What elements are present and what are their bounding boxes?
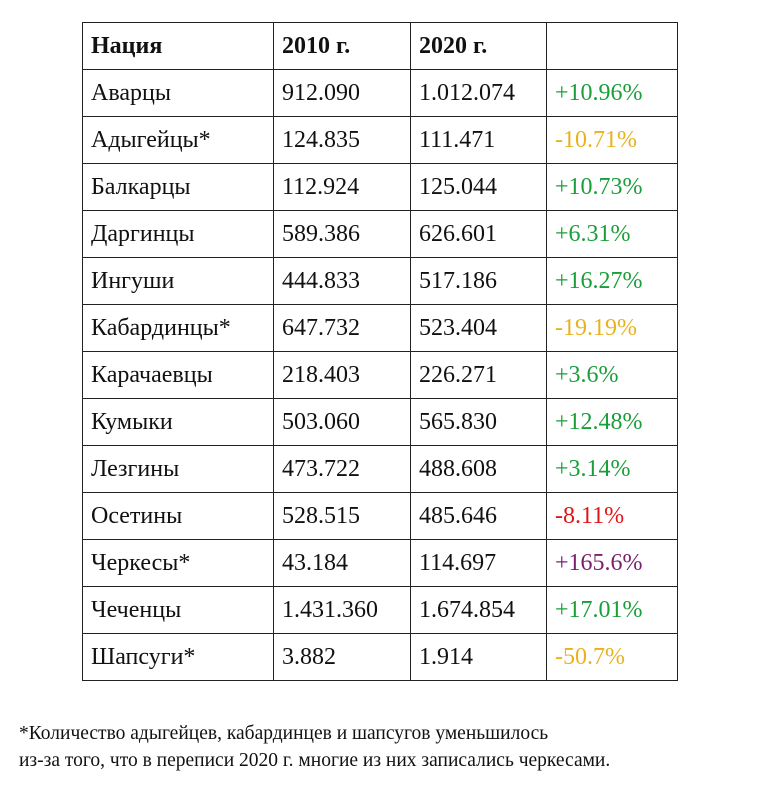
table-row: Карачаевцы 218.403 226.271 +3.6% <box>82 351 678 399</box>
table-cell: Кумыки <box>82 398 274 446</box>
change-cell: +165.6% <box>546 539 678 587</box>
table-cell: 517.186 <box>410 257 547 305</box>
population-table: Нация 2010 г. 2020 г. Аварцы 912.090 1.012.0… <box>82 22 678 681</box>
table-row: Адыгейцы* 124.835 111.471 -10.71% <box>82 116 678 164</box>
change-cell: +10.73% <box>546 163 678 211</box>
table-cell: 485.646 <box>410 492 547 540</box>
change-cell: +3.14% <box>546 445 678 493</box>
table-cell: Адыгейцы* <box>82 116 274 164</box>
table-cell: 488.608 <box>410 445 547 493</box>
table-cell: 124.835 <box>273 116 411 164</box>
table-cell: 912.090 <box>273 69 411 117</box>
table-cell: Карачаевцы <box>82 351 274 399</box>
table-cell: 1.914 <box>410 633 547 681</box>
change-cell: +16.27% <box>546 257 678 305</box>
table-cell: 114.697 <box>410 539 547 587</box>
table-cell: 1.674.854 <box>410 586 547 634</box>
table-row: Осетины 528.515 485.646 -8.11% <box>82 492 678 540</box>
table-cell: 112.924 <box>273 163 411 211</box>
table-cell: 444.833 <box>273 257 411 305</box>
table-row: Шапсуги* 3.882 1.914 -50.7% <box>82 633 678 681</box>
change-cell: -19.19% <box>546 304 678 352</box>
footnote-line: *Количество адыгейцев, кабардинцев и шап… <box>19 723 549 744</box>
header-cell: 2020 г. <box>410 22 547 70</box>
table-cell: Даргинцы <box>82 210 274 258</box>
table-cell: Балкарцы <box>82 163 274 211</box>
table-cell: Шапсуги* <box>82 633 274 681</box>
footnote-line: из-за того, что в переписи 2020 г. многи… <box>19 750 611 771</box>
table-cell: Лезгины <box>82 445 274 493</box>
table-cell: 647.732 <box>273 304 411 352</box>
table-cell: 589.386 <box>273 210 411 258</box>
table-row: Даргинцы 589.386 626.601 +6.31% <box>82 210 678 258</box>
header-cell: 2010 г. <box>273 22 411 70</box>
change-cell: -50.7% <box>546 633 678 681</box>
table-cell: Ингуши <box>82 257 274 305</box>
table-cell: 1.431.360 <box>273 586 411 634</box>
table-cell: 626.601 <box>410 210 547 258</box>
table-cell: Черкесы* <box>82 539 274 587</box>
table-row: Черкесы* 43.184 114.697 +165.6% <box>82 539 678 587</box>
table-cell: 1.012.074 <box>410 69 547 117</box>
table-cell: Кабардинцы* <box>82 304 274 352</box>
table-row: Аварцы 912.090 1.012.074 +10.96% <box>82 69 678 117</box>
table-cell: 43.184 <box>273 539 411 587</box>
table-row: Кабардинцы* 647.732 523.404 -19.19% <box>82 304 678 352</box>
table-cell: Осетины <box>82 492 274 540</box>
table-cell: 528.515 <box>273 492 411 540</box>
change-cell: +17.01% <box>546 586 678 634</box>
table-cell: 503.060 <box>273 398 411 446</box>
table-row: Ингуши 444.833 517.186 +16.27% <box>82 257 678 305</box>
header-row: Нация 2010 г. 2020 г. <box>82 22 678 70</box>
change-cell: +3.6% <box>546 351 678 399</box>
header-cell: Нация <box>82 22 274 70</box>
table-cell: Чеченцы <box>82 586 274 634</box>
table-row: Кумыки 503.060 565.830 +12.48% <box>82 398 678 446</box>
change-cell: +6.31% <box>546 210 678 258</box>
header-cell <box>546 22 678 70</box>
table-cell: Аварцы <box>82 69 274 117</box>
table-body: Аварцы 912.090 1.012.074 +10.96% Адыгейцы* 12… <box>82 69 678 681</box>
table-cell: 125.044 <box>410 163 547 211</box>
table-row: Лезгины 473.722 488.608 +3.14% <box>82 445 678 493</box>
table-cell: 111.471 <box>410 116 547 164</box>
change-cell: +10.96% <box>546 69 678 117</box>
table-cell: 3.882 <box>273 633 411 681</box>
table-cell: 226.271 <box>410 351 547 399</box>
table-row: Чеченцы 1.431.360 1.674.854 +17.01% <box>82 586 678 634</box>
table-cell: 565.830 <box>410 398 547 446</box>
table-cell: 473.722 <box>273 445 411 493</box>
change-cell: -8.11% <box>546 492 678 540</box>
table-row: Балкарцы 112.924 125.044 +10.73% <box>82 163 678 211</box>
table-cell: 218.403 <box>273 351 411 399</box>
change-cell: -10.71% <box>546 116 678 164</box>
table-cell: 523.404 <box>410 304 547 352</box>
change-cell: +12.48% <box>546 398 678 446</box>
